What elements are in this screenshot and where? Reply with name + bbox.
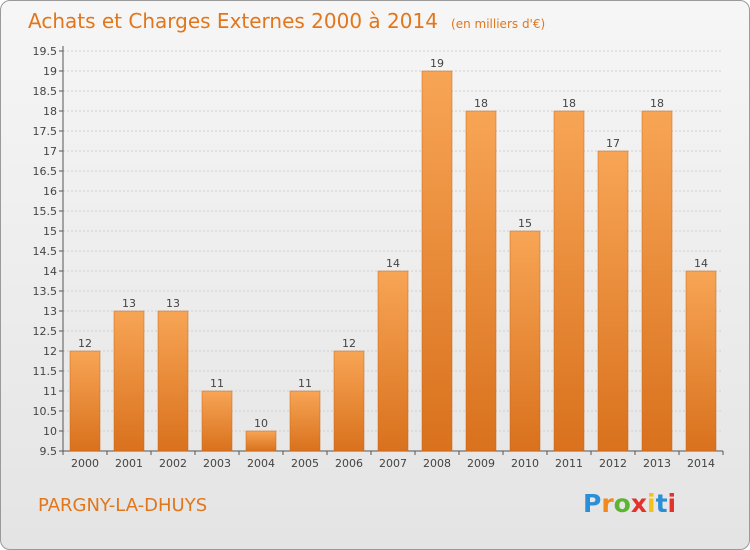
x-tick-label: 2012 — [599, 457, 627, 470]
x-tick-label: 2005 — [291, 457, 319, 470]
bar-2007 — [377, 270, 409, 452]
data-label: 14 — [694, 257, 708, 270]
place-name: PARGNY-LA-DHUYS — [38, 495, 208, 516]
y-tick-label: 19 — [43, 65, 57, 78]
bar-2011 — [553, 110, 585, 452]
y-tick-label: 13 — [43, 305, 57, 318]
data-label: 12 — [78, 337, 92, 350]
data-label: 18 — [474, 97, 488, 110]
y-tick-label: 11 — [43, 385, 57, 398]
labels: 9.5 10 10.5 11 11.5 12 12.5 13 13.5 14 14.5 15 15.5 1… — [33, 45, 716, 470]
y-tick-label: 15 — [43, 225, 57, 238]
bar-2013 — [641, 110, 673, 452]
x-tick-label: 2010 — [511, 457, 539, 470]
chart-title: Achats et Charges Externes 2000 à 2014 — [28, 9, 438, 33]
data-label: 18 — [650, 97, 664, 110]
logo-letter: t — [655, 489, 668, 518]
data-label: 17 — [606, 137, 620, 150]
logo-letter: x — [630, 489, 647, 518]
y-tick-label: 10.5 — [33, 405, 58, 418]
x-tick-label: 2011 — [555, 457, 583, 470]
x-tick-label: 2014 — [687, 457, 715, 470]
bar-2004 — [245, 430, 277, 452]
bar-2009 — [465, 110, 497, 452]
data-label: 10 — [254, 417, 268, 430]
bar-2008 — [421, 70, 453, 452]
y-tick-label: 16 — [43, 185, 57, 198]
data-label: 11 — [210, 377, 224, 390]
chart-subtitle: (en milliers d'€) — [451, 17, 546, 31]
data-label: 14 — [386, 257, 400, 270]
x-tick-label: 2006 — [335, 457, 363, 470]
y-tick-label: 17.5 — [33, 125, 58, 138]
y-tick-label: 19.5 — [33, 45, 58, 58]
y-tick-label: 12 — [43, 345, 57, 358]
bar-2002 — [157, 310, 189, 452]
y-tick-label: 18 — [43, 105, 57, 118]
y-tick-label: 16.5 — [33, 165, 58, 178]
logo-letter: o — [613, 489, 631, 518]
bar-2012 — [597, 150, 629, 452]
x-tick-label: 2001 — [115, 457, 143, 470]
title-block: Achats et Charges Externes 2000 à 2014 (… — [28, 9, 545, 33]
bar-2003 — [201, 390, 233, 452]
bar-2000 — [69, 350, 101, 452]
x-tick-label: 2004 — [247, 457, 275, 470]
data-label: 11 — [298, 377, 312, 390]
data-label: 12 — [342, 337, 356, 350]
y-tick-label: 14 — [43, 265, 57, 278]
y-tick-label: 14.5 — [33, 245, 58, 258]
bar-2005 — [289, 390, 321, 452]
bar-2001 — [113, 310, 145, 452]
y-tick-label: 15.5 — [33, 205, 58, 218]
logo-letter: i — [647, 489, 656, 518]
x-tick-label: 2003 — [203, 457, 231, 470]
y-tick-label: 11.5 — [33, 365, 58, 378]
logo-letter: P — [583, 489, 602, 518]
x-tick-label: 2002 — [159, 457, 187, 470]
y-tick-label: 12.5 — [33, 325, 58, 338]
data-label: 15 — [518, 217, 532, 230]
bar-2014 — [685, 270, 717, 452]
x-tick-label: 2013 — [643, 457, 671, 470]
x-tick-label: 2009 — [467, 457, 495, 470]
bars — [69, 70, 717, 452]
logo-letter: r — [601, 489, 614, 518]
y-tick-label: 10 — [43, 425, 57, 438]
bar-2010 — [509, 230, 541, 452]
y-tick-label: 17 — [43, 145, 57, 158]
x-tick-label: 2008 — [423, 457, 451, 470]
bar-2006 — [333, 350, 365, 452]
y-tick-label: 9.5 — [40, 445, 58, 458]
data-label: 19 — [430, 57, 444, 70]
logo-letter: i — [667, 489, 677, 518]
y-tick-label: 18.5 — [33, 85, 58, 98]
proxiti-logo: Proxiti — [583, 489, 676, 518]
data-label: 13 — [122, 297, 136, 310]
x-tick-label: 2000 — [71, 457, 99, 470]
data-label: 13 — [166, 297, 180, 310]
y-tick-label: 13.5 — [33, 285, 58, 298]
data-label: 18 — [562, 97, 576, 110]
x-tick-label: 2007 — [379, 457, 407, 470]
